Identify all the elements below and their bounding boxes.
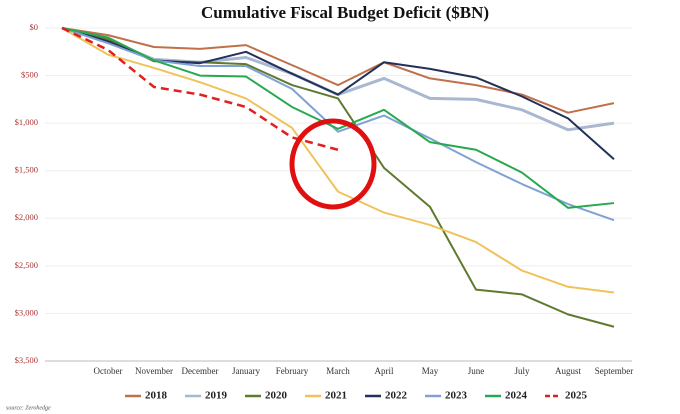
x-tick-label: May: [422, 366, 439, 376]
y-tick-label: $1,500: [15, 165, 38, 175]
legend-label: 2018: [145, 390, 168, 402]
x-tick-label: November: [135, 366, 173, 376]
y-tick-label: $2,000: [15, 212, 38, 222]
x-tick-label: September: [595, 366, 634, 376]
series-line: [61, 27, 615, 328]
series-line: [61, 27, 615, 114]
y-tick-label: $3,500: [15, 355, 38, 365]
x-tick-label: June: [468, 366, 485, 376]
chart-title: Cumulative Fiscal Budget Deficit ($BN): [201, 3, 489, 22]
x-tick-label: February: [276, 366, 309, 376]
y-tick-label: $1,000: [15, 117, 38, 127]
legend-label: 2019: [205, 390, 228, 402]
x-tick-label: March: [326, 366, 350, 376]
x-tick-label: August: [555, 366, 582, 376]
series-line: [61, 27, 615, 161]
legend-label: 2025: [565, 390, 588, 402]
y-tick-label: $3,000: [15, 307, 38, 317]
x-tick-label: December: [182, 366, 219, 376]
legend-label: 2023: [445, 390, 468, 402]
source-note: source: Zerohedge: [6, 405, 51, 411]
series-line: [61, 27, 615, 294]
y-tick-label: $2,500: [15, 260, 38, 270]
legend-label: 2022: [385, 390, 408, 402]
legend-label: 2020: [265, 390, 288, 402]
highlight-circle: [289, 118, 377, 210]
legend-label: 2021: [325, 390, 347, 402]
y-tick-label: $500: [21, 70, 38, 80]
y-tick-label: $0: [30, 22, 39, 32]
x-tick-label: July: [514, 366, 530, 376]
x-tick-label: January: [232, 366, 260, 376]
series-line: [61, 27, 615, 209]
legend-label: 2024: [505, 390, 528, 402]
x-tick-label: April: [375, 366, 394, 376]
x-tick-label: October: [94, 366, 123, 376]
series-line: [61, 26, 339, 151]
